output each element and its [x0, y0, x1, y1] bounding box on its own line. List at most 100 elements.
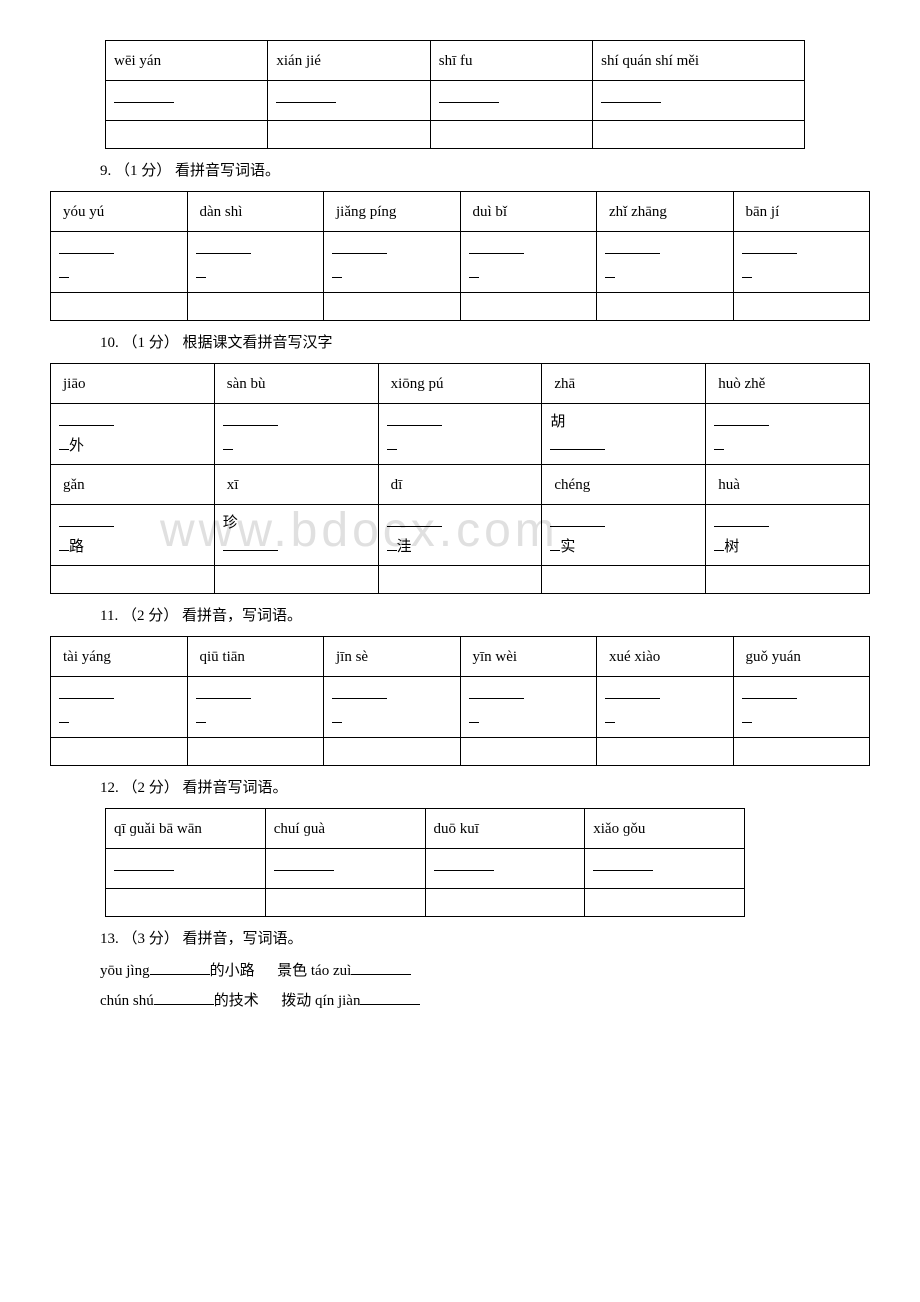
blank-line — [332, 685, 387, 699]
suffix-text: 实 — [560, 539, 575, 555]
pinyin-cell: xī — [214, 465, 378, 505]
table-row — [51, 738, 870, 766]
table-row: 外 胡 — [51, 404, 870, 465]
fill-cell: 胡 — [542, 404, 706, 465]
table-row: gǎn xī dī chéng huà — [51, 465, 870, 505]
suffix-text: 路 — [69, 539, 84, 555]
blank-line — [434, 857, 494, 871]
blank-line — [593, 857, 653, 871]
table-row: 路 珍 洼 实 树 — [51, 505, 870, 566]
question-10: 10. （1 分） 根据课文看拼音写汉字 — [50, 331, 870, 355]
blank-line — [114, 857, 174, 871]
pinyin-text: jiǎng píng — [336, 204, 396, 220]
prefix-text: 珍 — [223, 515, 238, 531]
table-row — [106, 889, 745, 917]
blank-line — [150, 961, 210, 975]
blank-cell — [593, 81, 805, 121]
blank-line — [550, 513, 605, 527]
table-row: yóu yú dàn shì jiǎng píng duì bǐ zhǐ zhā… — [51, 192, 870, 232]
fill-cell: 珍 — [214, 505, 378, 566]
blank-line — [223, 537, 278, 551]
empty-cell — [324, 293, 461, 321]
pinyin-text: qī ɡuǎi bā wān — [114, 821, 202, 837]
pinyin-cell: xiǎo ɡǒu — [585, 809, 745, 849]
suffix-text: 树 — [724, 539, 739, 555]
empty-cell — [425, 889, 585, 917]
blank-line — [196, 240, 251, 254]
pinyin-cell: zhā — [542, 364, 706, 404]
pinyin-text: yīn wèi — [473, 649, 518, 665]
blank-cell — [733, 232, 870, 293]
pinyin-text: xián jié — [276, 53, 321, 69]
prefix-text: 胡 — [550, 414, 565, 430]
pinyin-text: sàn bù — [227, 376, 266, 392]
empty-cell — [733, 293, 870, 321]
pinyin-text: táo zuì — [311, 963, 351, 979]
pinyin-text: xiōng pú — [391, 376, 444, 392]
q13-line-1: yōu jìng的小路 景色 táo zuì — [50, 959, 870, 983]
blank-line — [276, 89, 336, 103]
pinyin-cell: bān jí — [733, 192, 870, 232]
pinyin-text: shī fu — [439, 53, 473, 69]
blank-line — [59, 513, 114, 527]
blank-line — [114, 89, 174, 103]
pinyin-text: duō kuī — [434, 821, 479, 837]
pinyin-cell: xué xiào — [597, 637, 734, 677]
pinyin-cell: dī — [378, 465, 542, 505]
blank-line — [550, 436, 605, 450]
table-row — [51, 677, 870, 738]
pinyin-cell: chuí ɡuà — [265, 809, 425, 849]
pinyin-text: shí quán shí měi — [601, 53, 699, 69]
empty-cell — [51, 566, 215, 594]
blank-cell — [324, 232, 461, 293]
pinyin-text: xué xiào — [609, 649, 660, 665]
pinyin-cell: yóu yú — [51, 192, 188, 232]
blank-cell — [585, 849, 745, 889]
pinyin-text: xiǎo ɡǒu — [593, 821, 645, 837]
blank-cell — [106, 81, 268, 121]
pinyin-cell: sàn bù — [214, 364, 378, 404]
pinyin-text: xī — [227, 477, 239, 493]
pinyin-cell: shī fu — [430, 41, 592, 81]
pinyin-text: chéng — [554, 477, 590, 493]
table-row: tài yáng qiū tiān jīn sè yīn wèi xué xià… — [51, 637, 870, 677]
table-row — [51, 232, 870, 293]
fill-cell — [214, 404, 378, 465]
pinyin-text: qiū tiān — [200, 649, 245, 665]
pinyin-cell: shí quán shí měi — [593, 41, 805, 81]
table-row — [51, 293, 870, 321]
empty-cell — [460, 738, 597, 766]
blank-line — [469, 685, 524, 699]
empty-cell — [585, 889, 745, 917]
empty-cell — [268, 121, 430, 149]
question-12: 12. （2 分） 看拼音写词语。 — [50, 776, 870, 800]
blank-line — [196, 685, 251, 699]
pinyin-cell: zhǐ zhāng — [597, 192, 734, 232]
pinyin-text: chuí ɡuà — [274, 821, 325, 837]
blank-line — [714, 513, 769, 527]
blank-cell — [597, 677, 734, 738]
blank-cell — [460, 232, 597, 293]
empty-cell — [430, 121, 592, 149]
pinyin-text: jiāo — [63, 376, 86, 392]
pinyin-text: dī — [391, 477, 403, 493]
pinyin-text: gǎn — [63, 477, 85, 493]
pinyin-text: qín jiàn — [315, 993, 360, 1009]
blank-line — [601, 89, 661, 103]
empty-cell — [106, 121, 268, 149]
empty-cell — [733, 738, 870, 766]
suffix-text: 外 — [69, 438, 84, 454]
table-9: yóu yú dàn shì jiǎng píng duì bǐ zhǐ zhā… — [50, 191, 870, 321]
pinyin-text: yóu yú — [63, 204, 104, 220]
q13-line-2: chún shú的技术 拨动 qín jiàn — [50, 989, 870, 1013]
blank-cell — [430, 81, 592, 121]
blank-line — [59, 240, 114, 254]
blank-line — [714, 412, 769, 426]
empty-cell — [51, 293, 188, 321]
blank-line — [59, 412, 114, 426]
question-11: 11. （2 分） 看拼音，写词语。 — [50, 604, 870, 628]
blank-cell — [733, 677, 870, 738]
pinyin-cell: huà — [706, 465, 870, 505]
table-10: jiāo sàn bù xiōng pú zhā huò zhě 外 胡 gǎn… — [50, 363, 870, 594]
pinyin-text: jīn sè — [336, 649, 368, 665]
